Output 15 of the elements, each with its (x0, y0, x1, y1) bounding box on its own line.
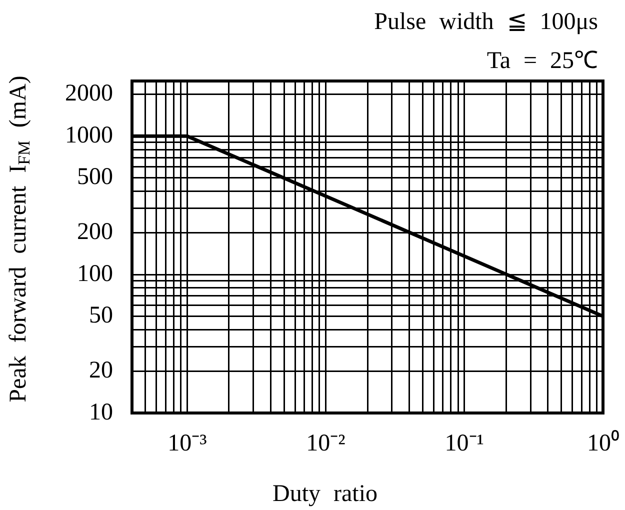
y-tick-label: 10 (89, 399, 113, 426)
x-axis-title: Duty ratio (272, 481, 378, 507)
y-tick-label: 1000 (65, 122, 113, 148)
y-tick-label: 20 (89, 358, 113, 384)
x-tick-label: 10⁻² (306, 430, 346, 457)
y-tick-label: 50 (89, 302, 113, 329)
y-tick-label: 2000 (65, 80, 113, 107)
x-tick-label: 10⁻³ (168, 430, 207, 457)
text: Ta = 25℃ (486, 48, 598, 74)
y-tick-label: 100 (77, 260, 113, 287)
y-tick-label: 200 (77, 219, 113, 246)
text: Pulse width ≦ 100μs (374, 9, 598, 35)
y-tick-label: 500 (77, 164, 113, 190)
x-tick-label: 10⁻¹ (444, 430, 484, 457)
x-tick-label: 10⁰ (587, 430, 619, 457)
